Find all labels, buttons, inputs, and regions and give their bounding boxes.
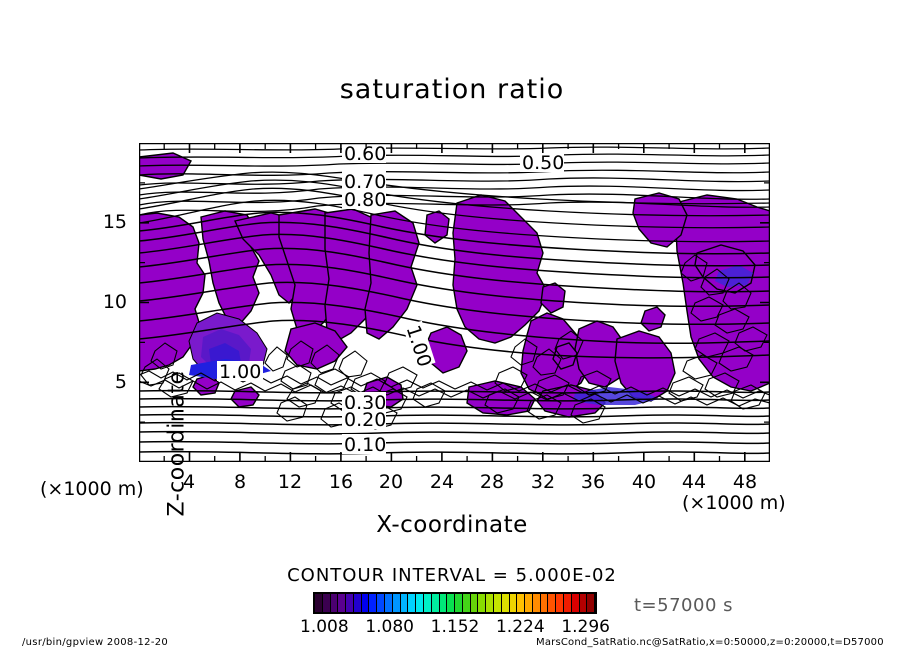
xticks-minor <box>163 143 721 462</box>
xtick-label: 8 <box>233 471 247 493</box>
xtick-label: 44 <box>681 471 707 493</box>
contour-plot: 0.60 0.50 0.70 0.80 1.00 1.00 0.30 0.20 <box>103 143 770 516</box>
colorbar-band <box>322 594 331 612</box>
svg-text:0.80: 0.80 <box>344 189 386 211</box>
colorbar-band <box>346 594 354 612</box>
xtick-label: 16 <box>328 471 354 493</box>
yticks-major <box>139 222 770 384</box>
colorbar-band <box>587 594 595 612</box>
colorbar-band <box>532 594 541 612</box>
colorbar-band <box>486 594 494 612</box>
colorbar-band <box>423 594 432 612</box>
lower-contours <box>139 389 770 455</box>
x-axis-unit-right: (×1000 m) <box>682 492 786 514</box>
x-axis-unit-left: (×1000 m) <box>40 478 144 500</box>
colorbar-tick: 1.296 <box>561 617 610 637</box>
colorbar-tick: 1.224 <box>495 617 545 637</box>
colorbar-band <box>517 594 526 612</box>
xtick-label: 24 <box>429 471 455 493</box>
colorbar-band <box>571 594 580 612</box>
upper-contours <box>139 146 770 243</box>
ytick-label: 15 <box>102 211 127 233</box>
x-axis-label: X-coordinate <box>376 512 528 538</box>
xtick-label: 48 <box>732 471 758 493</box>
contour-label: 1.00 <box>217 361 263 383</box>
contour-label: 0.10 <box>342 434 386 456</box>
contour-plot-svg: 0.60 0.50 0.70 0.80 1.00 1.00 0.30 0.20 <box>139 143 770 462</box>
ytick-label: 5 <box>114 371 127 393</box>
contour-label: 0.50 <box>520 152 564 174</box>
colorbar-band <box>400 594 409 612</box>
yticks-minor <box>139 182 770 423</box>
colorbar-tick: 1.080 <box>365 617 414 637</box>
xtick-label: 32 <box>530 471 556 493</box>
colorbar-band <box>540 594 549 612</box>
contour-label: 0.70 <box>342 171 386 193</box>
xtick-label: 36 <box>580 471 606 493</box>
svg-text:0.50: 0.50 <box>522 152 564 174</box>
colorbar-band <box>478 594 487 612</box>
colorbar-tick: 1.152 <box>430 617 480 637</box>
colorbar-band <box>315 594 323 612</box>
colorbar-band <box>579 594 588 612</box>
colorbar-band <box>447 594 456 612</box>
xtick-label: 28 <box>479 471 505 493</box>
contour-labels: 0.60 0.50 0.70 0.80 1.00 1.00 0.30 0.20 <box>217 143 564 456</box>
xtick-label: 4 <box>182 471 196 493</box>
ytick-label: 10 <box>102 291 127 313</box>
colorbar-band <box>501 594 510 612</box>
svg-text:0.60: 0.60 <box>344 143 386 165</box>
colorbar-band <box>338 594 347 612</box>
contour-label: 0.30 <box>342 392 386 414</box>
footer-left: /usr/bin/gpview 2008-12-20 <box>22 637 169 648</box>
colorbar-band <box>431 594 440 612</box>
colorbar-band <box>416 594 424 612</box>
svg-text:0.70: 0.70 <box>344 171 386 193</box>
colorbar-band <box>509 594 518 612</box>
colorbar-band <box>330 594 339 612</box>
colorbar-ticks: 1.008 1.080 1.152 1.224 1.296 <box>300 617 610 637</box>
colorbar-band <box>548 594 557 612</box>
contour-label: 0.80 <box>342 189 386 211</box>
footer-right: MarsCond_SatRatio.nc@SatRatio,x=0:50000,… <box>536 637 884 648</box>
contour-interval-label: CONTOUR INTERVAL = 5.000E-02 <box>287 565 617 586</box>
xticks-major <box>188 143 746 462</box>
colorbar-band <box>455 594 463 612</box>
colorbar-band <box>377 594 386 612</box>
svg-text:0.30: 0.30 <box>344 392 386 414</box>
colorbar-band <box>470 594 479 612</box>
colorbar-band <box>408 594 417 612</box>
colorbar-band <box>369 594 378 612</box>
colorbar-tick: 1.008 <box>300 617 349 637</box>
colorbar-band <box>525 594 533 612</box>
time-label: t=57000 s <box>634 595 733 616</box>
axis-ticks <box>139 143 770 462</box>
colorbar-band <box>462 594 471 612</box>
colorbar-band <box>361 594 370 612</box>
colorbar-band <box>439 594 448 612</box>
page-title: saturation ratio <box>339 74 565 105</box>
colorbar <box>313 592 597 614</box>
xtick-label: 12 <box>277 471 303 493</box>
contour-label: 0.60 <box>342 143 386 165</box>
xtick-label: 40 <box>631 471 657 493</box>
svg-text:0.20: 0.20 <box>344 409 386 431</box>
xtick-label: 20 <box>378 471 404 493</box>
svg-text:1.00: 1.00 <box>219 361 261 383</box>
colorbar-band <box>353 594 362 612</box>
contour-label: 0.20 <box>342 409 386 431</box>
colorbar-band <box>564 594 572 612</box>
colorbar-band <box>385 594 393 612</box>
svg-text:0.10: 0.10 <box>344 434 386 456</box>
colorbar-band <box>556 594 564 612</box>
colorbar-band <box>392 594 401 612</box>
colorbar-band <box>493 594 502 612</box>
turbulent-layer <box>139 254 770 430</box>
